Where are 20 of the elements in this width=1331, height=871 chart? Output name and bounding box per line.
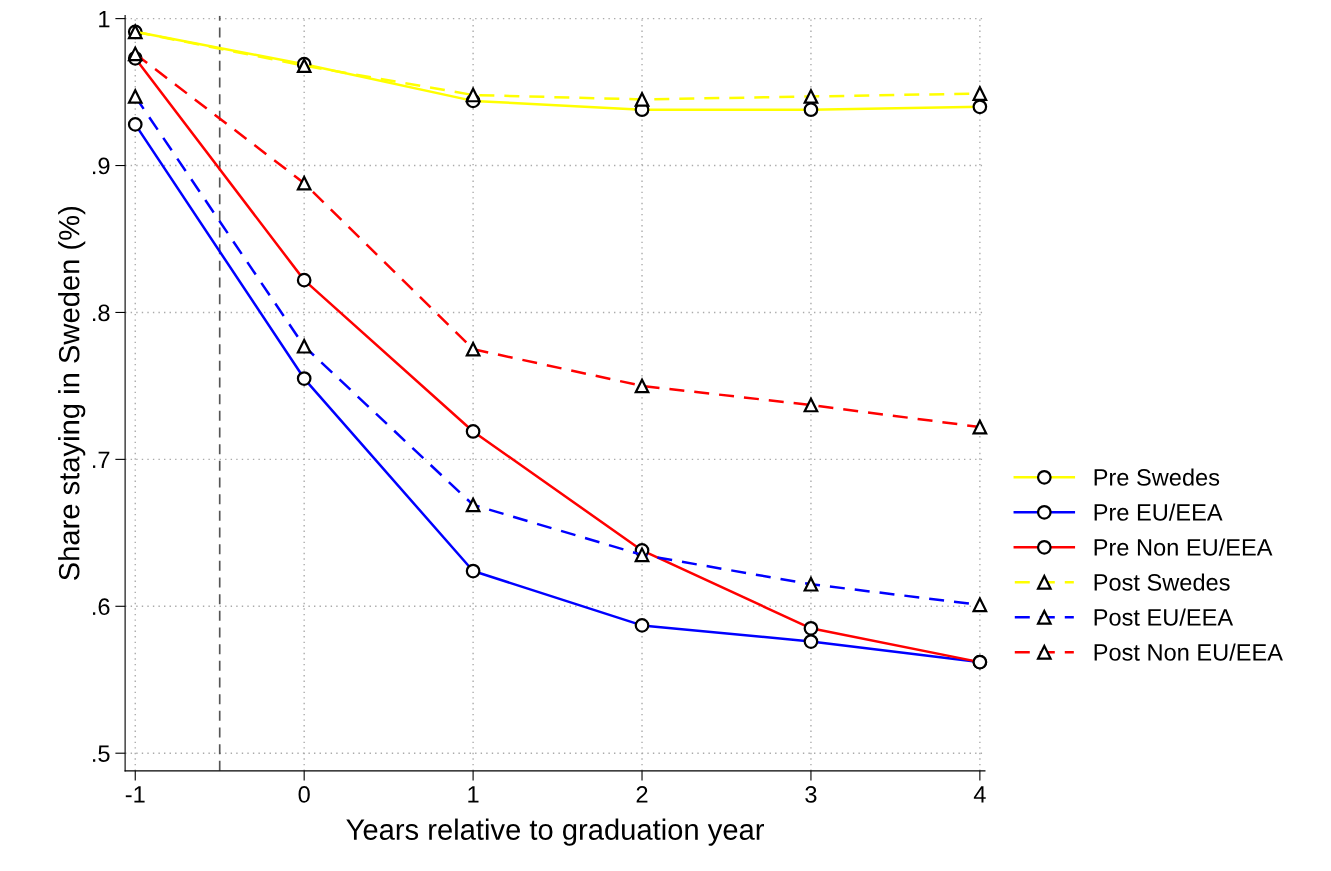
x-tick-label: 2: [636, 786, 648, 803]
legend-label: Pre Non EU/EEA: [1094, 538, 1273, 556]
legend-label: Pre Swedes: [1094, 468, 1220, 486]
legend-label: Post Non EU/EEA: [1094, 643, 1283, 661]
x-tick-label: 1: [468, 786, 479, 803]
y-tick-label: 1: [99, 10, 110, 28]
y-tick-label: .5: [93, 745, 110, 762]
x-tick-label: 3: [805, 786, 817, 803]
y-tick-label: .9: [93, 157, 110, 175]
x-tick-label: 0: [298, 786, 310, 803]
y-axis-title: Share staying in Sweden (%): [58, 207, 86, 580]
x-tick-label: -1: [125, 786, 145, 803]
legend-label: Post EU/EEA: [1094, 608, 1234, 626]
y-tick-label: .8: [93, 304, 110, 322]
y-tick-label: .6: [93, 598, 110, 616]
legend-label: Pre EU/EEA: [1094, 503, 1223, 521]
legend-label: Post Swedes: [1094, 573, 1230, 591]
x-axis-title: Years relative to graduation year: [346, 818, 764, 846]
y-tick-label: .7: [93, 451, 110, 468]
x-tick-label: 4: [973, 786, 986, 803]
